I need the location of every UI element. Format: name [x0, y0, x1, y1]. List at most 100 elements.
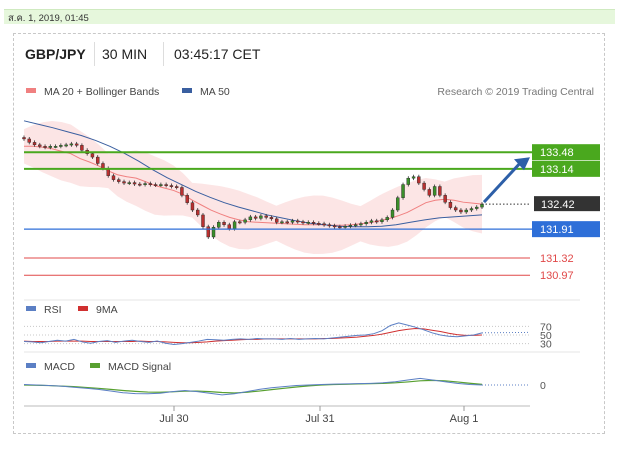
candle	[43, 146, 47, 148]
candle	[143, 183, 147, 185]
candle	[117, 179, 121, 182]
candle	[280, 221, 284, 224]
candle	[264, 215, 268, 218]
candle	[90, 153, 95, 158]
candle	[238, 221, 242, 224]
candle	[353, 224, 358, 227]
candle	[80, 145, 84, 151]
candle	[443, 195, 447, 203]
support-label: 131.91	[540, 224, 574, 236]
candle	[411, 176, 416, 179]
resistance-badge	[532, 144, 600, 161]
candle	[243, 219, 247, 223]
candle	[380, 219, 384, 222]
candle	[406, 177, 410, 185]
legend-label-macd-signal: MACD Signal	[108, 361, 171, 373]
chart-panel: GBP/JPY 30 MIN 03:45:17 CET	[13, 33, 605, 434]
candle	[111, 175, 116, 180]
legend-swatch-macd	[26, 363, 36, 368]
candle	[453, 207, 458, 211]
candle	[332, 225, 337, 228]
candle	[359, 223, 363, 226]
candle	[222, 222, 226, 225]
candle	[217, 222, 221, 228]
legend-label-9ma: 9MA	[96, 304, 118, 316]
macd-line	[23, 377, 483, 396]
rsi-tick-label: 50	[540, 330, 552, 342]
legend-swatch-macd-signal	[90, 363, 100, 368]
rsi-line	[23, 322, 483, 346]
candle	[74, 143, 79, 146]
resistance-label: 133.14	[540, 164, 574, 176]
candle	[227, 224, 232, 229]
candle	[432, 186, 437, 196]
candle	[338, 226, 342, 229]
candle	[132, 182, 137, 185]
x-tick-label: Aug 1	[450, 413, 479, 425]
support-label: 131.32	[540, 253, 574, 265]
level-lines: 133.48 133.14 132.42 131.91 131.32 130.97	[24, 144, 600, 282]
candle	[201, 214, 205, 227]
candle	[285, 221, 289, 224]
x-tick-label: Jul 30	[159, 413, 188, 425]
ma20-line	[24, 145, 483, 226]
candle	[211, 226, 216, 238]
candle	[322, 223, 326, 226]
candle	[53, 146, 58, 148]
current-price-badge	[534, 196, 600, 212]
candle	[417, 176, 421, 184]
candle	[469, 208, 474, 211]
candle	[164, 184, 168, 186]
legend-label-ma20: MA 20 + Bollinger Bands	[44, 86, 159, 98]
candle	[327, 224, 332, 227]
candle	[196, 209, 200, 216]
candle	[459, 209, 463, 213]
current-price-label: 132.42	[541, 199, 575, 211]
timeframe-label: 30 MIN	[102, 46, 148, 62]
legend-swatch-ma20	[26, 88, 36, 93]
candle	[464, 209, 468, 213]
candle	[401, 184, 405, 198]
x-tick-label: Jul 31	[305, 413, 334, 425]
candle	[274, 218, 279, 223]
candle	[296, 220, 300, 223]
macd-signal-line	[23, 379, 483, 394]
currency-pair-title: GBP/JPY	[25, 46, 86, 62]
candle	[169, 185, 174, 187]
candle	[475, 206, 479, 209]
candle	[306, 222, 310, 224]
candle	[427, 189, 432, 196]
candle	[311, 222, 316, 224]
candle	[174, 186, 179, 188]
macd-tick-label: 0	[540, 380, 546, 392]
macd-pane: 0	[23, 377, 546, 396]
forecast-arrow	[482, 162, 522, 204]
candle	[190, 202, 195, 211]
candle	[232, 221, 237, 229]
resistance-badge	[532, 160, 600, 177]
candle	[317, 223, 321, 225]
candle	[180, 187, 184, 196]
rsi-tick-label: 70	[540, 321, 552, 333]
candle	[122, 181, 126, 184]
candle	[38, 144, 42, 147]
candle	[96, 156, 100, 164]
legend-swatch-ma50	[182, 88, 192, 93]
candle	[364, 222, 368, 224]
candle	[48, 146, 53, 148]
candle	[153, 184, 158, 186]
clock-label: 03:45:17 CET	[174, 46, 261, 62]
legend-label-rsi: RSI	[44, 304, 62, 316]
ma50-line	[23, 120, 483, 228]
support-badge	[532, 221, 600, 238]
legend-swatch-9ma	[78, 306, 88, 311]
candle	[27, 138, 31, 143]
forecast-arrowhead	[514, 157, 530, 171]
date-label: ส.ค. 1, 2019, 01:45	[8, 13, 89, 24]
candle	[343, 226, 347, 228]
candle	[290, 220, 295, 223]
divider	[94, 42, 95, 66]
rsi-9ma-line	[23, 327, 483, 344]
